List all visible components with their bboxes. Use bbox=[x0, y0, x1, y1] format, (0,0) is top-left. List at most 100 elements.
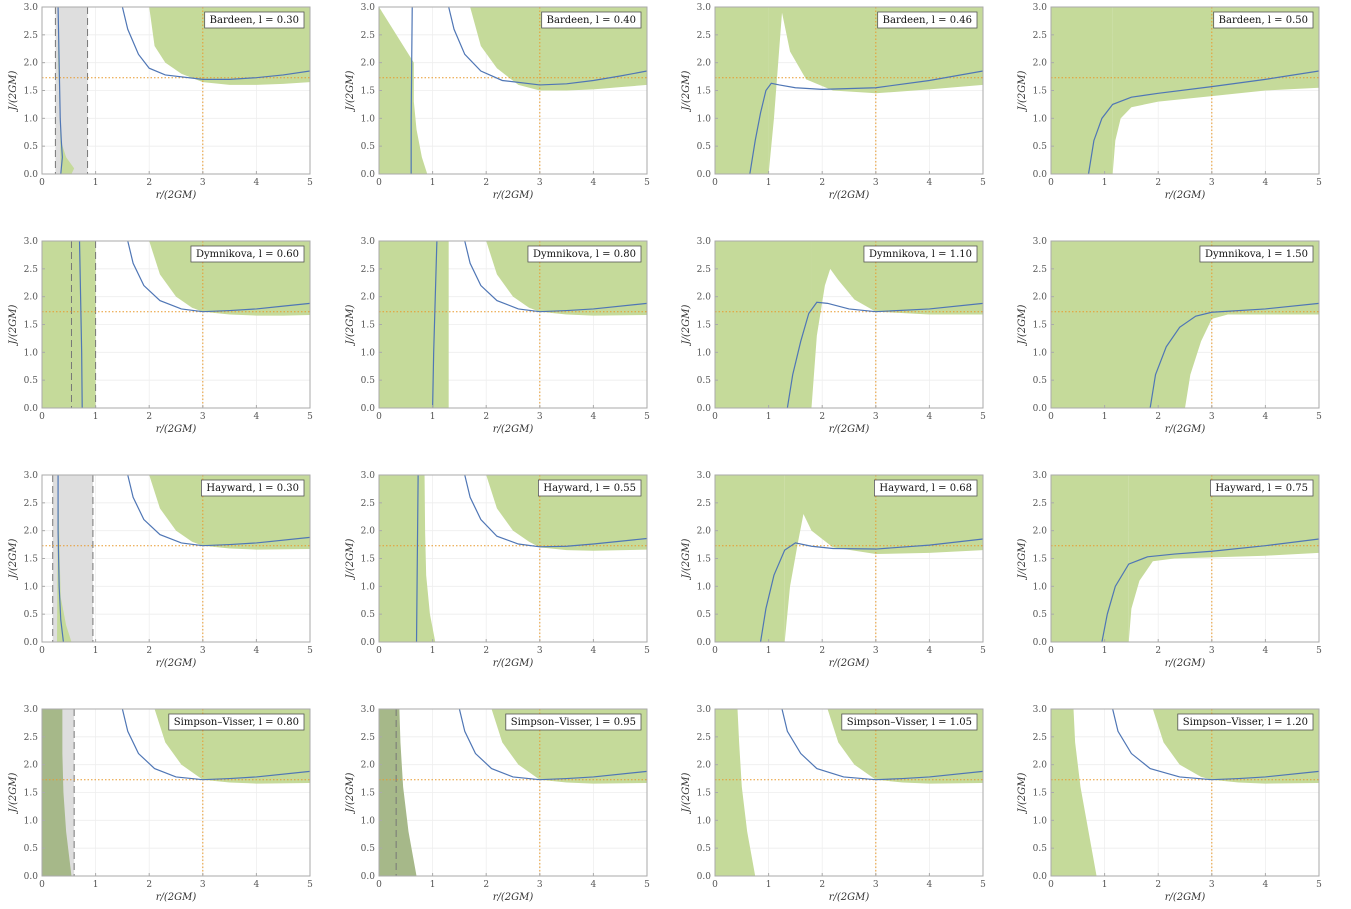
y-tick-label: 3.0 bbox=[361, 471, 376, 481]
y-tick-label: 2.0 bbox=[697, 59, 712, 69]
y-tick-label: 2.5 bbox=[361, 31, 376, 41]
panel-label: Bardeen, l = 0.40 bbox=[547, 15, 636, 26]
x-tick-label: 1 bbox=[430, 178, 436, 188]
y-tick-label: 2.0 bbox=[24, 761, 39, 771]
panel-14: 0 1 2 3 4 5 0.0 0.5 1.0 1.5 2.0 2.5 3.0 r/(2GM) J/(2GM… bbox=[681, 705, 986, 903]
x-tick-label: 0 bbox=[1048, 880, 1054, 890]
panel-8: 0 1 2 3 4 5 0.0 0.5 1.0 1.5 2.0 2.5 3.0 r/(2GM) J/(2GM… bbox=[8, 471, 313, 669]
x-axis-label: r/(2GM) bbox=[493, 658, 534, 669]
curve-outer bbox=[464, 475, 647, 548]
curve-inner bbox=[57, 7, 63, 174]
x-tick-label: 0 bbox=[376, 880, 382, 890]
y-tick-label: 1.5 bbox=[697, 789, 712, 799]
x-tick-label: 5 bbox=[307, 412, 313, 422]
x-tick-label: 3 bbox=[200, 646, 206, 656]
x-tick-label: 1 bbox=[430, 412, 436, 422]
y-axis-label: J/(2GM) bbox=[681, 305, 692, 347]
x-axis-label: r/(2GM) bbox=[493, 424, 534, 435]
y-axis-label: J/(2GM) bbox=[345, 71, 356, 113]
panel-label: Simpson–Visser, l = 1.05 bbox=[847, 717, 972, 728]
x-tick-label: 2 bbox=[146, 880, 152, 890]
y-axis-label: J/(2GM) bbox=[345, 773, 356, 815]
y-tick-label: 2.5 bbox=[697, 31, 712, 41]
y-tick-label: 2.0 bbox=[361, 59, 376, 69]
y-tick-label: 2.0 bbox=[24, 293, 39, 303]
y-tick-label: 3.0 bbox=[24, 705, 39, 715]
panel-1: 0 1 2 3 4 5 0.0 0.5 1.0 1.5 2.0 2.5 3.0 r/(2GM) J/(2GM… bbox=[345, 3, 650, 201]
x-tick-label: 3 bbox=[1209, 646, 1215, 656]
x-axis-label: r/(2GM) bbox=[1165, 424, 1206, 435]
x-tick-label: 3 bbox=[873, 880, 879, 890]
y-tick-label: 1.5 bbox=[24, 555, 39, 565]
x-tick-label: 2 bbox=[146, 178, 152, 188]
x-tick-label: 5 bbox=[307, 646, 313, 656]
y-tick-label: 1.5 bbox=[697, 321, 712, 331]
curve-outer bbox=[458, 709, 647, 781]
y-tick-label: 2.5 bbox=[1033, 31, 1048, 41]
x-tick-label: 4 bbox=[254, 880, 260, 890]
panel-label-box bbox=[877, 11, 978, 29]
x-tick-label: 4 bbox=[1263, 646, 1269, 656]
panel-label: Hayward, l = 0.30 bbox=[206, 483, 299, 494]
y-tick-label: 2.0 bbox=[1033, 293, 1048, 303]
panel-label-box bbox=[168, 713, 305, 731]
y-tick-label: 1.5 bbox=[361, 789, 376, 799]
y-tick-label: 0.0 bbox=[361, 872, 376, 882]
allowed-region bbox=[1128, 475, 1319, 642]
y-tick-label: 0.5 bbox=[697, 142, 712, 152]
panel-7: 0 1 2 3 4 5 0.0 0.5 1.0 1.5 2.0 2.5 3.0 r/(2GM) J/(2GM… bbox=[1017, 237, 1322, 435]
y-tick-label: 0.0 bbox=[24, 872, 39, 882]
y-tick-label: 0.0 bbox=[697, 872, 712, 882]
x-tick-label: 3 bbox=[537, 646, 543, 656]
y-tick-label: 2.5 bbox=[24, 31, 39, 41]
plot-area bbox=[715, 709, 983, 876]
y-tick-label: 0.0 bbox=[24, 638, 39, 648]
y-tick-label: 2.0 bbox=[24, 527, 39, 537]
panel-label: Bardeen, l = 0.46 bbox=[883, 15, 972, 26]
allowed-region bbox=[715, 241, 812, 408]
y-tick-label: 0.0 bbox=[1033, 638, 1048, 648]
y-tick-label: 0.0 bbox=[697, 170, 712, 180]
y-tick-label: 3.0 bbox=[24, 237, 39, 247]
y-tick-label: 0.0 bbox=[361, 170, 376, 180]
y-tick-label: 2.0 bbox=[361, 527, 376, 537]
y-tick-label: 2.5 bbox=[697, 733, 712, 743]
x-tick-label: 3 bbox=[200, 880, 206, 890]
panel-label-box bbox=[204, 11, 305, 29]
panel-label: Hayward, l = 0.68 bbox=[879, 483, 972, 494]
allowed-region bbox=[1051, 7, 1113, 174]
curve-outer bbox=[464, 241, 647, 313]
y-tick-label: 0.0 bbox=[1033, 170, 1048, 180]
y-tick-label: 2.0 bbox=[24, 59, 39, 69]
plot-area bbox=[1051, 475, 1319, 642]
allowed-region bbox=[379, 7, 428, 174]
plot-area bbox=[379, 475, 647, 642]
y-tick-label: 1.0 bbox=[361, 582, 376, 592]
x-tick-label: 1 bbox=[93, 646, 99, 656]
y-tick-label: 3.0 bbox=[697, 705, 712, 715]
x-tick-label: 0 bbox=[376, 412, 382, 422]
x-tick-label: 3 bbox=[200, 412, 206, 422]
x-tick-label: 4 bbox=[591, 178, 597, 188]
y-tick-label: 2.5 bbox=[24, 265, 39, 275]
panel-label-box bbox=[527, 245, 642, 263]
y-tick-label: 0.0 bbox=[361, 638, 376, 648]
panel-label: Simpson–Visser, l = 0.95 bbox=[511, 717, 636, 728]
y-axis-label: J/(2GM) bbox=[8, 305, 19, 347]
allowed-region bbox=[1051, 241, 1185, 408]
inner-region bbox=[42, 709, 72, 876]
y-tick-label: 1.5 bbox=[361, 555, 376, 565]
panel-4: 0 1 2 3 4 5 0.0 0.5 1.0 1.5 2.0 2.5 3.0 r/(2GM) J/(2GM… bbox=[8, 237, 313, 435]
y-tick-label: 1.0 bbox=[1033, 816, 1048, 826]
panel-label-box bbox=[538, 479, 642, 497]
x-tick-label: 0 bbox=[712, 646, 718, 656]
y-tick-label: 3.0 bbox=[1033, 705, 1048, 715]
panel-10: 0 1 2 3 4 5 0.0 0.5 1.0 1.5 2.0 2.5 3.0 r/(2GM) J/(2GM… bbox=[681, 471, 986, 669]
x-tick-label: 0 bbox=[1048, 178, 1054, 188]
x-axis-label: r/(2GM) bbox=[156, 424, 197, 435]
x-tick-label: 5 bbox=[980, 178, 986, 188]
y-tick-label: 3.0 bbox=[1033, 471, 1048, 481]
panel-label: Dymnikova, l = 1.10 bbox=[869, 249, 972, 260]
y-tick-label: 1.5 bbox=[361, 321, 376, 331]
x-tick-label: 1 bbox=[766, 880, 772, 890]
